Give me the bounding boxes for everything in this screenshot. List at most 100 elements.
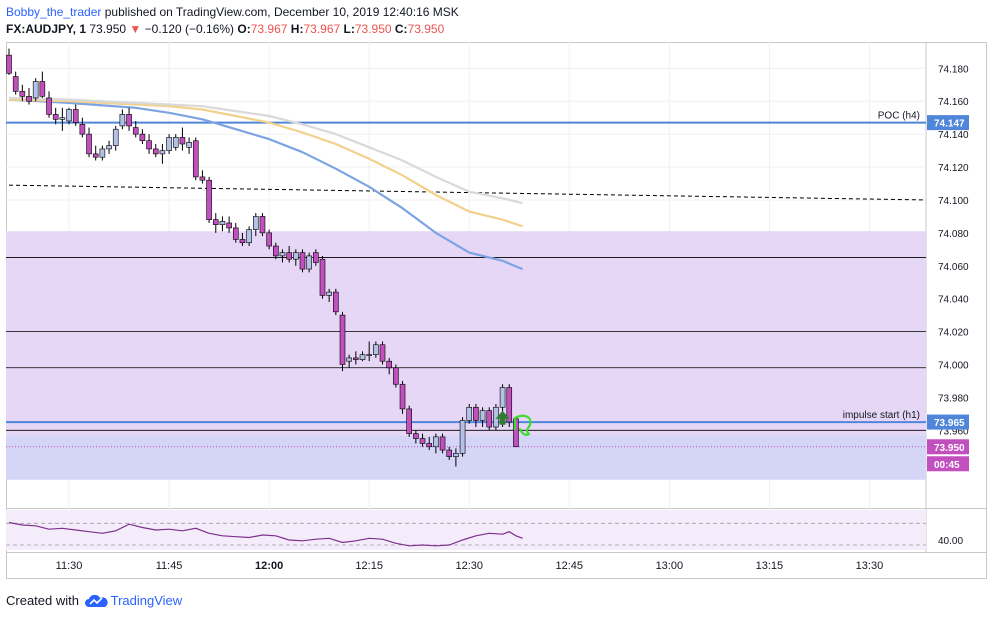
candle-bear <box>226 222 232 229</box>
candle-bear <box>152 148 159 155</box>
oscillator-line <box>8 521 523 547</box>
last-price-tag: 73.950 <box>934 443 965 454</box>
open-value: 73.967 <box>250 22 288 36</box>
price-tick-label: 74.080 <box>938 229 969 240</box>
candle-bear <box>199 176 206 181</box>
candle-bear <box>46 97 52 115</box>
time-tick-label: 13:00 <box>656 560 684 572</box>
last-price: 73.950 <box>89 22 127 36</box>
candle-bear <box>419 438 426 444</box>
tradingview-link[interactable]: TradingView <box>110 593 183 608</box>
candle-bear <box>146 140 152 150</box>
time-tick-label: 11:30 <box>56 560 83 572</box>
candle-bear <box>126 114 132 127</box>
candle-bear <box>286 252 292 260</box>
close-value: 73.950 <box>407 22 445 36</box>
hand-drawn-mark <box>513 414 532 436</box>
candle-bear <box>179 137 186 145</box>
candle-bull <box>326 291 332 296</box>
candle-bull <box>433 436 439 448</box>
candle-bull <box>252 216 259 230</box>
candle-bear <box>259 216 266 234</box>
candle-bear <box>319 258 326 296</box>
countdown-tag-bg <box>927 456 969 472</box>
dashed-trend-line <box>8 184 927 201</box>
countdown-tag: 00:45 <box>934 460 960 471</box>
candle-bear <box>506 387 513 423</box>
time-tick-label: 13:15 <box>756 560 784 572</box>
author-link[interactable]: Bobby_the_trader <box>6 5 102 19</box>
high-value: 73.967 <box>303 22 341 36</box>
candle-bear <box>446 449 453 457</box>
lower-zone <box>6 435 926 480</box>
candle-bear <box>192 140 199 178</box>
candle-bull <box>186 142 192 148</box>
low-label: L: <box>343 22 355 36</box>
candle-bear <box>26 95 32 102</box>
candle-bear <box>79 123 86 135</box>
level-price-tag-bg <box>927 414 969 430</box>
candle-bull <box>32 81 39 99</box>
candle-bear <box>413 433 419 439</box>
candle-bear <box>333 291 339 313</box>
publish-line: Bobby_the_trader published on TradingVie… <box>6 5 459 19</box>
candle-bear <box>399 383 406 410</box>
time-tick-label: 12:30 <box>455 560 483 572</box>
candle-bear <box>72 109 79 123</box>
footer: Created with TradingView <box>6 593 182 608</box>
level-label: impulse start (h1) <box>843 410 920 421</box>
oscillator-band <box>6 510 926 550</box>
candle-bear <box>52 114 59 120</box>
price-tick-label: 73.980 <box>938 393 969 404</box>
candle-bull <box>219 221 226 225</box>
candle-bull <box>359 354 366 360</box>
candle-bear <box>232 227 239 240</box>
candle-bear <box>212 219 219 225</box>
candle-bull <box>106 145 112 150</box>
tradingview-cloud-icon <box>84 594 108 607</box>
candle-bear <box>132 127 139 135</box>
price-tick-label: 73.960 <box>938 426 969 437</box>
candle-bull <box>499 387 506 408</box>
symbol-label: FX:AUDJPY, 1 <box>6 22 87 36</box>
candle-bull <box>166 137 172 151</box>
candle-bear <box>139 133 146 142</box>
candle-bull <box>346 357 352 362</box>
candle-bull <box>366 354 372 356</box>
low-value: 73.950 <box>354 22 392 36</box>
candle-bear <box>486 410 493 428</box>
price-change: −0.120 (−0.16%) <box>144 22 235 36</box>
candle-bear <box>39 81 46 97</box>
candle-bear <box>339 314 346 365</box>
candle-bull <box>466 406 473 421</box>
candle-bull <box>453 453 459 457</box>
candle-bear <box>6 54 12 74</box>
candle-bear <box>393 367 399 385</box>
price-tick-label: 74.100 <box>938 196 969 207</box>
candle-bull <box>99 148 106 158</box>
price-tick-label: 74.060 <box>938 262 969 273</box>
symbol-line: FX:AUDJPY, 1 73.950 ▼ −0.120 (−0.16%) O:… <box>6 22 444 36</box>
candle-bear <box>353 357 359 360</box>
candle-bull <box>306 255 312 270</box>
candle-bear <box>206 179 212 221</box>
candle-bull <box>479 410 486 421</box>
price-tick-label: 74.000 <box>938 360 969 371</box>
price-chart[interactable]: POC (h4) impulse start (h1) 40.00 74.180 74… <box>6 42 987 579</box>
chart-frame[interactable]: POC (h4) impulse start (h1) 40.00 74.180 74… <box>6 42 987 579</box>
open-label: O: <box>237 22 251 36</box>
created-with-text: Created with <box>6 593 79 608</box>
moving-average-line-1 <box>8 98 524 271</box>
time-tick-label: 12:15 <box>355 560 383 572</box>
candle-bull <box>172 137 179 148</box>
candle-bear <box>12 76 19 92</box>
candle-bear <box>439 436 446 451</box>
candle-bear <box>473 406 479 421</box>
price-tick-label: 74.040 <box>938 295 969 306</box>
time-tick-label: 12:45 <box>556 560 584 572</box>
moving-average-line-2 <box>8 98 523 228</box>
level-price-tag: 73.965 <box>934 418 965 429</box>
time-tick-label: 11:45 <box>156 560 183 572</box>
price-tick-label: 74.120 <box>938 163 969 174</box>
candle-bull <box>159 150 166 155</box>
